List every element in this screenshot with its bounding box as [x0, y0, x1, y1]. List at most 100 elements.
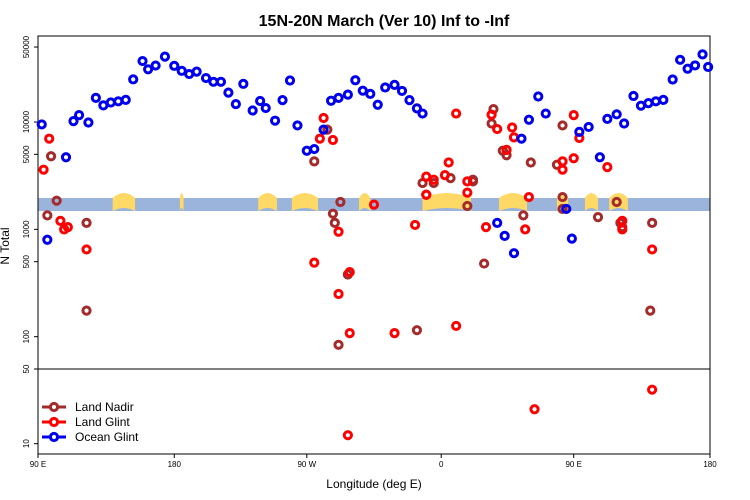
chart-title: 15N-20N March (Ver 10) Inf to -Inf [259, 13, 510, 30]
ocean-glint-point [120, 94, 131, 105]
plot-border [37, 35, 711, 455]
land-nadir-point [322, 124, 333, 135]
land-glint-point [523, 191, 535, 203]
ocean-glint-point [417, 108, 428, 119]
land-glint-point [602, 162, 613, 173]
ocean-glint-point [566, 233, 577, 244]
land-nadir-point [45, 151, 57, 162]
y-tick-label: 100 [22, 329, 31, 343]
land-glint-point [344, 266, 355, 278]
land-nadir-point [329, 217, 340, 228]
land-glint-point [342, 430, 353, 441]
land-nadir-point [518, 210, 529, 221]
ocean-glint-point [508, 248, 520, 259]
land-glint-point [520, 224, 531, 235]
land-glint-point [462, 187, 473, 198]
ocean-glint-point [561, 203, 572, 215]
land-glint-point [568, 110, 579, 121]
y-tick-label: 500 [22, 254, 31, 268]
land-glint-point [443, 157, 454, 168]
land-nadir-point [557, 191, 568, 203]
land-patch [422, 193, 472, 211]
ocean-glint-point [411, 103, 423, 114]
land-glint-legend-label: Land Glint [75, 415, 130, 429]
land-nadir-point [327, 208, 339, 219]
ocean-glint-point [191, 66, 202, 77]
ocean-glint-point [611, 109, 622, 120]
ocean-glint-legend-marker [48, 431, 60, 443]
land-glint-point [451, 108, 462, 119]
ocean-glint-point [594, 152, 605, 163]
land-nadir-point [557, 120, 568, 131]
ocean-glint-point [333, 92, 344, 103]
land-glint-point [44, 133, 55, 144]
ocean-glint-point [404, 95, 415, 106]
land-nadir-point [335, 196, 346, 208]
x-tick-label: 180 [703, 460, 717, 469]
ocean-glint-point [583, 121, 594, 133]
y-axis: 10 50 100 500 1000 5000 10000 50000 [22, 35, 38, 448]
land-glint-point [492, 123, 503, 135]
land-glint-point [333, 226, 344, 237]
ocean-glint-point [516, 133, 527, 144]
ocean-glint-point [540, 108, 551, 119]
land-glint-point [318, 112, 329, 124]
y-tick-label: 1000 [22, 220, 31, 238]
land-patch [179, 193, 184, 211]
ocean-glint-point [292, 120, 303, 131]
x-tick-label: 90 E [565, 460, 581, 469]
ocean-glint-point [602, 113, 613, 124]
land-glint-point [421, 189, 432, 200]
land-nadir-point [557, 203, 568, 215]
ocean-glint-point [365, 88, 376, 99]
ocean-glint-point [73, 110, 85, 121]
ocean-glint-point [628, 90, 639, 102]
y-tick-label: 10 [22, 439, 31, 448]
ocean-glint-point [159, 51, 171, 62]
land-glint-point [55, 215, 66, 226]
ocean-glint-point [215, 76, 227, 87]
ocean-glint-point [658, 94, 669, 105]
land-nadir-point [462, 200, 473, 212]
land-glint-point [557, 164, 568, 175]
land-nadir-point [479, 258, 490, 269]
ocean-glint-legend-label: Ocean Glint [75, 430, 139, 444]
land-patch [258, 193, 277, 211]
land-glint-point [568, 153, 579, 164]
ocean-glint-point [318, 124, 329, 135]
x-tick-label: 180 [168, 460, 182, 469]
land-glint-point [462, 176, 473, 187]
land-nadir-point [81, 217, 92, 228]
land-glint-point [327, 134, 339, 146]
land-glint-point [507, 122, 518, 133]
land-glint-legend-marker [48, 416, 60, 428]
x-axis: 90 E 180 90 W 0 90 E 180 [30, 454, 717, 469]
land-patch [584, 193, 598, 211]
land-patch [359, 193, 371, 211]
ocean-glint-point [137, 55, 148, 67]
ocean-glint-point [42, 234, 53, 245]
ocean-glint-point [499, 230, 510, 241]
ocean-glint-point [169, 60, 180, 71]
land-nadir-point [42, 210, 53, 221]
ocean-glint-point [230, 98, 241, 110]
ocean-glint-point [60, 152, 72, 163]
ocean-glint-point [83, 117, 94, 128]
ocean-glint-point [277, 95, 288, 106]
ocean-glint-point [68, 116, 79, 127]
land-nadir-point [645, 305, 656, 316]
ocean-glint-point [689, 60, 701, 71]
ocean-glint-point [143, 64, 154, 75]
land-patch [291, 193, 318, 211]
ocean-glint-point [342, 89, 353, 100]
land-nadir-legend-marker [48, 401, 60, 413]
land-patch [499, 193, 528, 211]
land-glint-point [389, 328, 400, 339]
ocean-glint-point [675, 54, 686, 65]
ocean-glint-point [150, 60, 161, 71]
land-glint-point [428, 174, 439, 185]
ocean-glint-point [380, 82, 391, 93]
ocean-glint-point [269, 115, 281, 126]
